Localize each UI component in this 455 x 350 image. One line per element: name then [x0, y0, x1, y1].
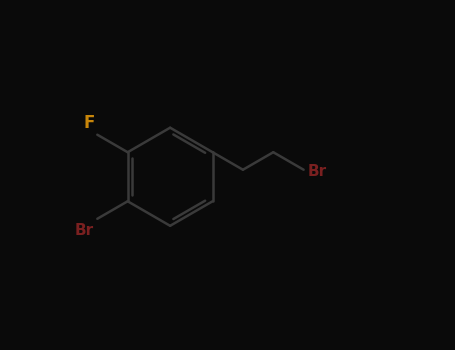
Text: Br: Br	[74, 223, 93, 238]
Text: F: F	[84, 114, 95, 132]
Text: Br: Br	[308, 164, 327, 179]
